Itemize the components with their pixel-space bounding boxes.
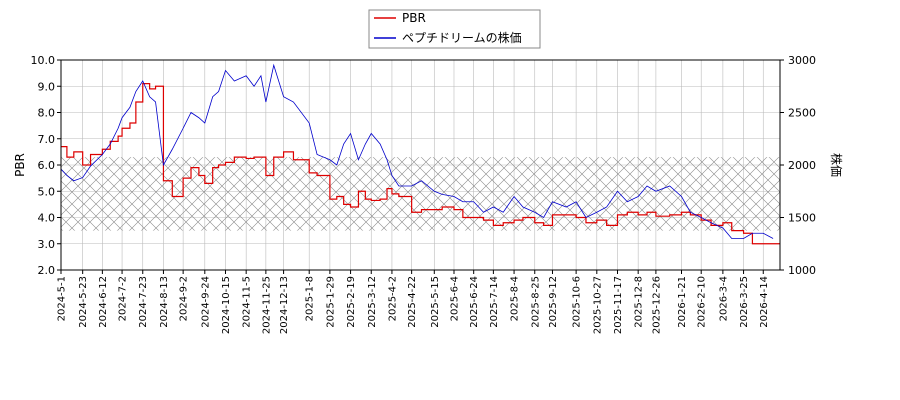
x-tick-label: 2024-5-1 bbox=[57, 276, 68, 321]
x-tick-label: 2024-7-23 bbox=[138, 276, 149, 328]
legend-label-price: ペプチドリームの株価 bbox=[402, 30, 522, 45]
range-band bbox=[61, 157, 780, 231]
x-tick-label: 2025-9-12 bbox=[548, 276, 559, 328]
x-tick-label: 2025-1-8 bbox=[305, 276, 316, 321]
x-tick-label: 2024-7-2 bbox=[118, 276, 129, 321]
left-tick-label: 8.0 bbox=[38, 107, 56, 120]
left-tick-label: 10.0 bbox=[31, 54, 56, 67]
x-tick-label: 2026-4-14 bbox=[759, 276, 770, 328]
x-tick-label: 2025-5-15 bbox=[430, 276, 441, 328]
x-tick-label: 2024-11-25 bbox=[261, 276, 272, 334]
x-tick-label: 2025-3-12 bbox=[367, 276, 378, 328]
right-axis-ticks: 1000 1500 2000 2500 3000 bbox=[780, 54, 816, 277]
x-tick-label: 2026-1-21 bbox=[677, 276, 688, 328]
right-tick-label: 2500 bbox=[788, 107, 816, 120]
left-tick-label: 4.0 bbox=[38, 212, 56, 225]
right-tick-label: 1000 bbox=[788, 264, 816, 277]
x-tick-label: 2026-3-25 bbox=[739, 276, 750, 328]
right-tick-label: 3000 bbox=[788, 54, 816, 67]
right-tick-label: 2000 bbox=[788, 159, 816, 172]
x-tick-label: 2024-10-15 bbox=[221, 276, 232, 334]
x-tick-label: 2025-8-4 bbox=[510, 276, 521, 321]
x-tick-label: 2024-11-5 bbox=[242, 276, 253, 328]
x-tick-label: 2024-8-13 bbox=[159, 276, 170, 328]
left-axis-label: PBR bbox=[13, 153, 27, 177]
left-axis-ticks: 2.0 3.0 4.0 5.0 6.0 7.0 8.0 9.0 10.0 bbox=[31, 54, 61, 277]
left-tick-label: 2.0 bbox=[38, 264, 56, 277]
legend-label-pbr: PBR bbox=[402, 11, 426, 25]
x-tick-label: 2024-9-24 bbox=[200, 276, 211, 328]
right-axis-label: 株価 bbox=[829, 153, 844, 177]
x-tick-label: 2025-4-2 bbox=[387, 276, 398, 321]
x-tick-label: 2025-7-14 bbox=[489, 276, 500, 328]
left-tick-label: 5.0 bbox=[38, 185, 56, 198]
x-tick-label: 2024-9-2 bbox=[179, 276, 190, 321]
x-tick-label: 2025-10-27 bbox=[592, 276, 603, 334]
x-tick-label: 2024-5-23 bbox=[78, 276, 89, 328]
plot-area bbox=[60, 59, 781, 271]
x-tick-label: 2024-6-12 bbox=[98, 276, 109, 328]
x-tick-label: 2025-6-24 bbox=[469, 276, 480, 328]
legend: PBR ペプチドリームの株価 bbox=[368, 9, 541, 49]
x-tick-label: 2025-12-26 bbox=[651, 276, 662, 334]
left-tick-label: 3.0 bbox=[38, 238, 56, 251]
x-tick-label: 2025-11-17 bbox=[613, 276, 624, 334]
x-tick-label: 2025-10-6 bbox=[572, 276, 583, 328]
x-tick-label: 2025-2-19 bbox=[346, 276, 357, 328]
x-axis-ticks: 2024-5-1 2024-5-23 2024-6-12 2024-7-2 2024-7… bbox=[57, 270, 770, 334]
x-tick-label: 2024-12-13 bbox=[279, 276, 290, 334]
x-tick-label: 2025-4-22 bbox=[407, 276, 418, 328]
right-tick-label: 1500 bbox=[788, 212, 816, 225]
x-tick-label: 2025-1-29 bbox=[325, 276, 336, 328]
x-tick-label: 2025-6-4 bbox=[449, 276, 460, 321]
legend-box bbox=[368, 9, 541, 49]
left-tick-label: 6.0 bbox=[38, 159, 56, 172]
x-tick-label: 2026-2-10 bbox=[697, 276, 708, 328]
x-tick-label: 2025-12-8 bbox=[634, 276, 645, 328]
price-series-line bbox=[60, 63, 774, 239]
left-tick-label: 9.0 bbox=[38, 80, 56, 93]
pbr-series-line bbox=[61, 83, 780, 245]
x-tick-label: 2025-8-25 bbox=[530, 276, 541, 328]
x-tick-label: 2026-3-4 bbox=[718, 276, 729, 321]
left-tick-label: 7.0 bbox=[38, 133, 56, 146]
